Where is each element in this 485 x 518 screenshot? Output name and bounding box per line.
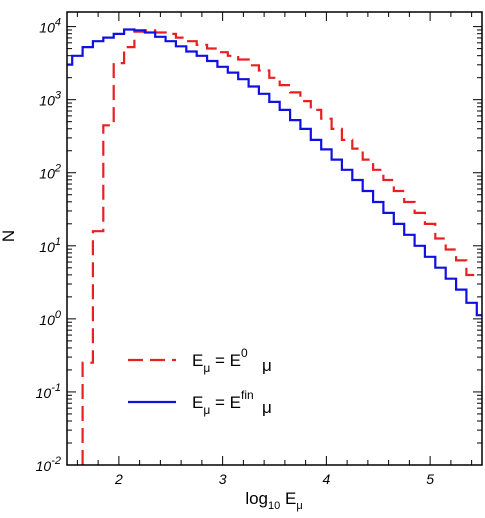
y-tick-label: 104: [39, 17, 61, 36]
series-efin-step-line: [67, 28, 482, 317]
series-layer: [67, 28, 482, 465]
y-tick-label: 102: [39, 163, 61, 182]
x-axis-title: log10 Eμ: [245, 489, 302, 512]
y-tick-label: 10-2: [36, 455, 61, 474]
x-tick-label: 5: [426, 471, 434, 487]
y-axis-title: N: [0, 230, 18, 242]
legend-label-e0-sub: μ: [262, 356, 272, 375]
legend-label-efin-sub: μ: [262, 398, 272, 417]
legend-label-efin: Eμ = Efin: [192, 388, 254, 417]
y-tick-label: 10-1: [36, 382, 61, 401]
y-tick-label: 100: [39, 309, 62, 328]
x-tick-labels: 2 3 4 5: [114, 471, 434, 487]
y-tick-label: 103: [39, 90, 62, 109]
legend-label-e0: Eμ = E0: [192, 346, 248, 375]
x-tick-label: 2: [114, 471, 123, 487]
x-tick-label: 3: [219, 471, 227, 487]
x-tick-label: 4: [322, 471, 330, 487]
y-tick-label: 101: [39, 236, 61, 255]
axis-ticks: [67, 12, 482, 466]
plot-frame: [66, 11, 483, 466]
series-e0-step-line: [81, 29, 477, 465]
legend: Eμ = E0 μ Eμ = Efin μ: [128, 346, 272, 417]
y-tick-labels: 10-2 10-1 100 101 102 103 104: [36, 17, 62, 474]
